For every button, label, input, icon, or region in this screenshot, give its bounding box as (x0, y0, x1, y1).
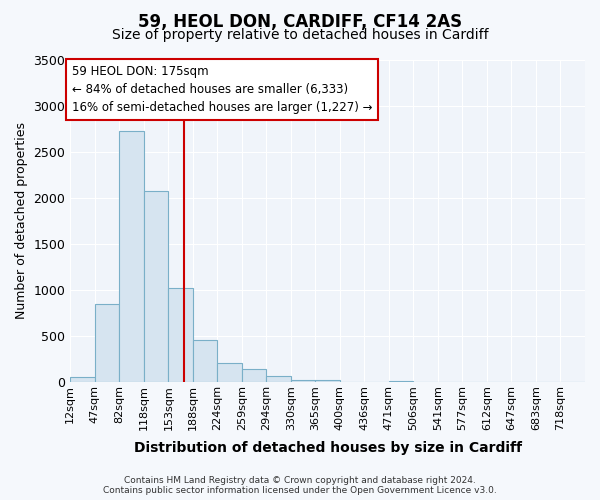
Bar (242, 368, 266, 382)
Bar (95, 304, 119, 382)
Bar (291, 380, 316, 382)
Bar (169, 288, 193, 382)
Text: Contains HM Land Registry data © Crown copyright and database right 2024.
Contai: Contains HM Land Registry data © Crown c… (103, 476, 497, 495)
Bar (119, 131, 144, 382)
Bar (193, 340, 217, 382)
Text: 59, HEOL DON, CARDIFF, CF14 2AS: 59, HEOL DON, CARDIFF, CF14 2AS (138, 12, 462, 30)
Bar (217, 362, 242, 382)
Bar (144, 190, 169, 382)
Bar (389, 380, 413, 382)
Bar (70, 378, 95, 382)
X-axis label: Distribution of detached houses by size in Cardiff: Distribution of detached houses by size … (134, 441, 521, 455)
Text: Size of property relative to detached houses in Cardiff: Size of property relative to detached ho… (112, 28, 488, 42)
Bar (316, 380, 340, 382)
Y-axis label: Number of detached properties: Number of detached properties (15, 122, 28, 320)
Text: 59 HEOL DON: 175sqm
← 84% of detached houses are smaller (6,333)
16% of semi-det: 59 HEOL DON: 175sqm ← 84% of detached ho… (71, 64, 372, 114)
Bar (266, 376, 291, 382)
